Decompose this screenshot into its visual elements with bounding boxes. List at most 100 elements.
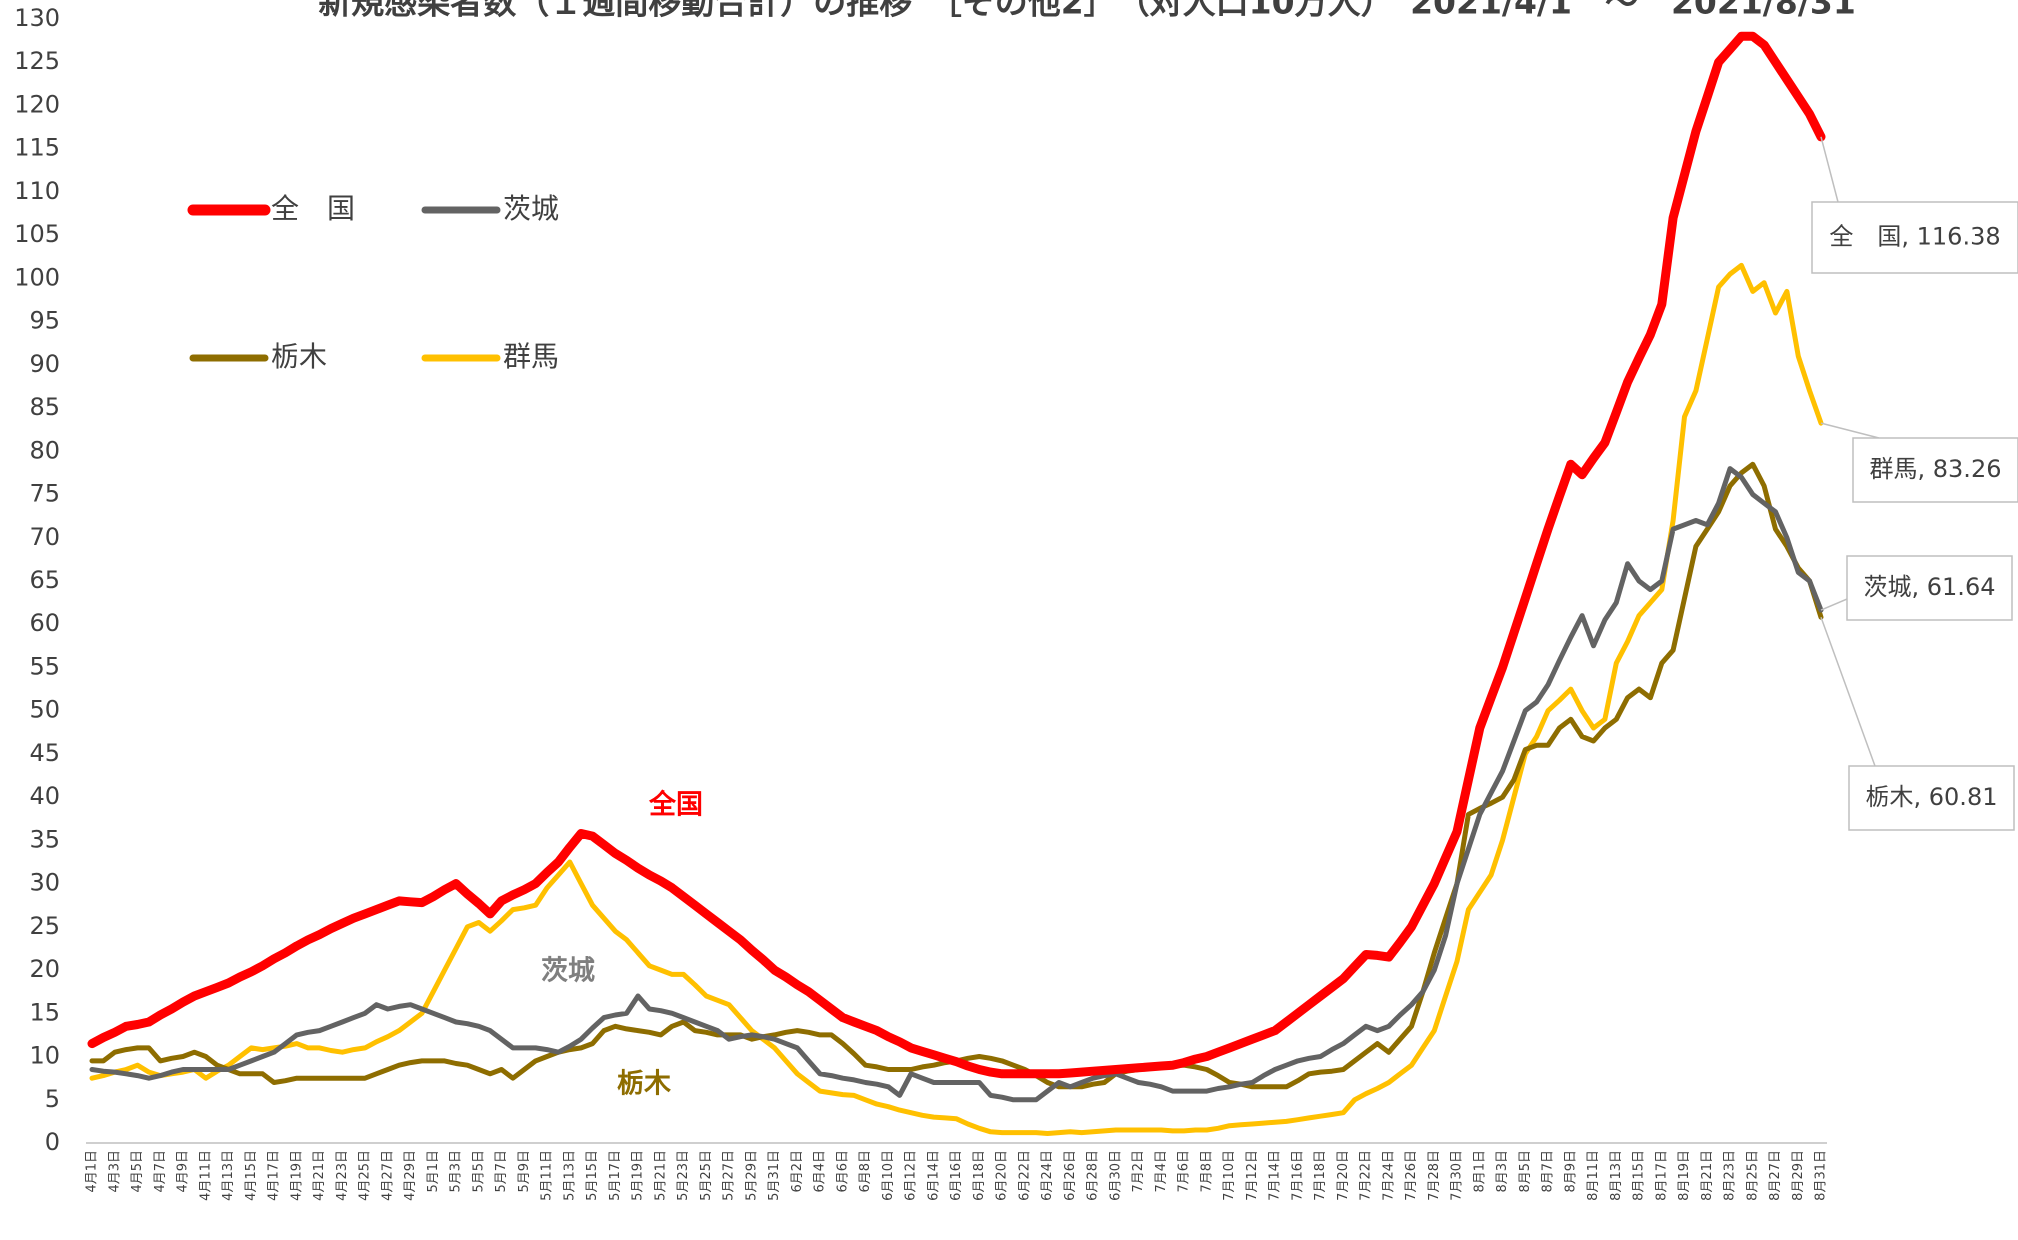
- x-tick-label: 6月26日: [1063, 1150, 1078, 1201]
- x-tick-label: 4月19日: [289, 1150, 304, 1201]
- series-line: [89, 466, 1824, 1103]
- x-tick-label: 7月22日: [1359, 1150, 1374, 1201]
- x-tick-label: 8月23日: [1723, 1150, 1738, 1201]
- callout-box: [1852, 437, 2018, 503]
- y-tick-label: 60: [29, 609, 60, 637]
- x-tick-label: 8月17日: [1654, 1150, 1669, 1201]
- legend-label: 全 国: [271, 192, 355, 225]
- callout-box: [1811, 201, 2018, 274]
- x-tick-label: 8月7日: [1541, 1150, 1556, 1193]
- x-tick-label: 4月17日: [267, 1150, 282, 1201]
- series-line: [89, 461, 1824, 1090]
- x-tick-label: 6月18日: [972, 1150, 987, 1201]
- y-tick-label: 65: [29, 566, 60, 594]
- y-tick-label: 90: [29, 350, 60, 378]
- x-tick-label: 7月14日: [1268, 1150, 1283, 1201]
- x-tick-label: 6月8日: [858, 1150, 873, 1193]
- callout-label: 群馬, 83.26: [1870, 455, 2002, 483]
- y-tick-label: 40: [29, 782, 60, 810]
- x-tick-label: 4月1日: [85, 1150, 100, 1193]
- x-tick-label: 8月13日: [1609, 1150, 1624, 1201]
- callout-label: 全 国, 116.38: [1829, 223, 2000, 251]
- x-tick-label: 6月22日: [1017, 1150, 1032, 1201]
- x-tick-label: 7月30日: [1450, 1150, 1465, 1201]
- x-tick-label: 5月21日: [653, 1150, 668, 1201]
- x-tick-label: 8月19日: [1677, 1150, 1692, 1201]
- x-tick-label: 8月25日: [1745, 1150, 1760, 1201]
- legend-item: 群馬: [421, 340, 559, 373]
- x-tick-label: 7月6日: [1177, 1150, 1192, 1193]
- x-tick-label: 5月5日: [471, 1150, 486, 1193]
- x-tick-label: 6月20日: [995, 1150, 1010, 1201]
- x-tick-label: 7月12日: [1245, 1150, 1260, 1201]
- x-tick-label: 6月4日: [813, 1150, 828, 1193]
- x-tick-label: 7月26日: [1404, 1150, 1419, 1201]
- y-tick-label: 120: [14, 90, 60, 118]
- annotation: 全国: [648, 789, 703, 821]
- x-tick-label: 5月17日: [608, 1150, 623, 1201]
- x-tick-label: 6月16日: [949, 1150, 964, 1201]
- x-tick-label: 5月11日: [540, 1150, 555, 1201]
- chart-title: 新規感染者数（１週間移動合計）の推移 ［その他2］ （対人口10万人） 2021…: [318, 0, 1856, 22]
- x-tick-label: 4月13日: [221, 1150, 236, 1201]
- annotation: 茨城: [541, 956, 595, 987]
- x-tick-label: 8月21日: [1700, 1150, 1715, 1201]
- y-tick-label: 130: [14, 4, 60, 32]
- x-tick-label: 4月23日: [335, 1150, 350, 1201]
- x-tick-label: 8月29日: [1791, 1150, 1806, 1201]
- legend-item: 全 国: [187, 192, 355, 225]
- x-tick-label: 8月9日: [1563, 1150, 1578, 1193]
- x-tick-label: 4月3日: [107, 1150, 122, 1193]
- y-tick-label: 115: [14, 134, 60, 162]
- x-tick-label: 7月10日: [1222, 1150, 1237, 1201]
- legend-label: 群馬: [503, 340, 559, 373]
- x-tick-label: 5月13日: [562, 1150, 577, 1201]
- x-tick-label: 4月9日: [176, 1150, 191, 1193]
- x-tick-label: 7月8日: [1199, 1150, 1214, 1193]
- x-tick-label: 4月15日: [244, 1150, 259, 1201]
- x-tick-label: 4月25日: [358, 1150, 373, 1201]
- x-tick-label: 4月7日: [153, 1150, 168, 1193]
- x-tick-label: 8月5日: [1518, 1150, 1533, 1193]
- y-tick-label: 70: [29, 523, 60, 551]
- y-tick-label: 100: [14, 263, 60, 291]
- y-tick-label: 35: [29, 825, 60, 853]
- y-tick-label: 15: [29, 998, 60, 1026]
- x-tick-label: 8月1日: [1472, 1150, 1487, 1193]
- x-tick-label: 4月11日: [198, 1150, 213, 1201]
- legend-label: 栃木: [271, 340, 327, 373]
- y-tick-label: 5: [45, 1085, 60, 1113]
- x-tick-label: 7月16日: [1290, 1150, 1305, 1201]
- x-tick-label: 8月15日: [1632, 1150, 1647, 1201]
- y-tick-label: 80: [29, 436, 60, 464]
- x-tick-label: 5月25日: [699, 1150, 714, 1201]
- x-tick-label: 6月10日: [881, 1150, 896, 1201]
- y-tick-label: 55: [29, 652, 60, 680]
- x-tick-label: 7月18日: [1313, 1150, 1328, 1201]
- x-tick-label: 4月5日: [130, 1150, 145, 1193]
- x-tick-label: 6月24日: [1040, 1150, 1055, 1201]
- callout-box: [1848, 765, 2015, 831]
- callout-box: [1846, 555, 2013, 621]
- x-tick-label: 5月9日: [517, 1150, 532, 1193]
- legend-label: 茨城: [503, 192, 559, 225]
- x-tick-label: 5月15日: [585, 1150, 600, 1201]
- y-tick-label: 95: [29, 307, 60, 335]
- annotation: 栃木: [617, 1069, 671, 1100]
- y-tick-label: 25: [29, 912, 60, 940]
- x-tick-label: 4月21日: [312, 1150, 327, 1201]
- x-tick-label: 5月31日: [767, 1150, 782, 1201]
- x-tick-label: 8月27日: [1768, 1150, 1783, 1201]
- x-tick-label: 5月3日: [449, 1150, 464, 1193]
- x-tick-label: 5月19日: [631, 1150, 646, 1201]
- x-tick-label: 5月1日: [426, 1150, 441, 1193]
- callout-leader: [1820, 616, 1876, 767]
- x-tick-label: 7月28日: [1427, 1150, 1442, 1201]
- x-tick-label: 6月28日: [1086, 1150, 1101, 1201]
- callout-label: 栃木, 60.81: [1866, 783, 1998, 811]
- x-tick-label: 7月4日: [1154, 1150, 1169, 1193]
- y-tick-label: 0: [45, 1128, 60, 1156]
- x-tick-label: 6月6日: [835, 1150, 850, 1193]
- x-tick-label: 8月3日: [1495, 1150, 1510, 1193]
